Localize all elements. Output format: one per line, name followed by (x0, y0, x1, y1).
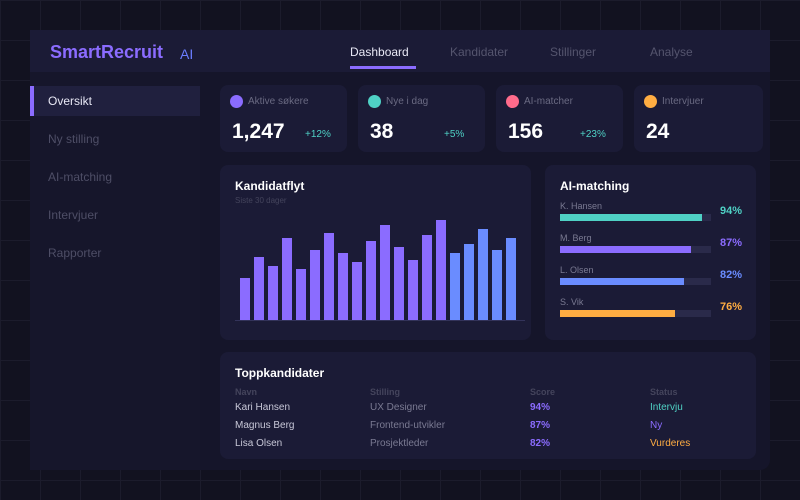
sidebar-item-intervjuer[interactable]: Intervjuer (48, 208, 99, 222)
app-window: SmartRecruit AI Dashboard Kandidater Sti… (30, 30, 770, 470)
match-name: M. Berg (560, 233, 592, 243)
candidate-flow-chart: Kandidatflyt Siste 30 dager (220, 165, 531, 340)
col-header-score: Score (530, 387, 556, 397)
candidate-status: Vurderes (650, 438, 691, 449)
match-name: K. Hansen (560, 201, 603, 211)
tab-dashboard[interactable]: Dashboard (350, 45, 409, 59)
chart-bar (324, 233, 334, 320)
chart-bar (338, 253, 348, 320)
candidate-name: Lisa Olsen (235, 438, 283, 449)
chart-bar (422, 235, 432, 320)
chart-bar (394, 247, 404, 320)
candidate-status: Intervju (650, 402, 683, 413)
match-progress-bar (560, 278, 711, 285)
active-tab-indicator (350, 66, 416, 69)
match-progress-bar (560, 214, 711, 221)
match-name: S. Vik (560, 297, 584, 307)
candidate-role: Frontend-utvikler (370, 420, 446, 431)
chart-bar (310, 250, 320, 320)
header: SmartRecruit AI Dashboard Kandidater Sti… (30, 30, 770, 72)
candidate-score: 87% (530, 420, 551, 431)
chart-bar (408, 260, 418, 320)
chart-bar (450, 253, 460, 320)
top-candidates-table: Toppkandidater Navn Stilling Score Statu… (220, 352, 756, 459)
stat-value: 1,247 (232, 120, 285, 143)
stat-delta: +12% (305, 129, 331, 140)
stat-delta: +23% (580, 129, 606, 140)
tab-kandidater[interactable]: Kandidater (450, 45, 509, 59)
stat-card: AI-matcher 156 +23% (496, 85, 623, 152)
sidebar-item-ny-stilling[interactable]: Ny stilling (48, 132, 100, 146)
chart-bar (436, 220, 446, 320)
match-progress-fill (560, 278, 684, 285)
chart-bar (296, 269, 306, 320)
sidebar-item-rapporter[interactable]: Rapporter (48, 246, 102, 260)
stat-label: AI-matcher (524, 96, 573, 107)
logo: SmartRecruit (50, 42, 164, 62)
stat-card: Aktive søkere 1,247 +12% (220, 85, 347, 152)
matching-title: AI-matching (560, 179, 630, 193)
match-percent: 76% (720, 301, 743, 313)
chart-subtitle: Siste 30 dager (235, 196, 287, 205)
col-header-navn: Navn (235, 387, 258, 397)
candidate-name: Magnus Berg (235, 420, 295, 431)
match-percent: 87% (720, 237, 743, 249)
match-progress-fill (560, 246, 692, 253)
chart-bar (366, 241, 376, 320)
stat-value: 24 (646, 120, 670, 143)
match-name: L. Olsen (560, 265, 594, 275)
stat-label: Aktive søkere (248, 96, 309, 107)
logo-suffix: AI (180, 46, 194, 62)
ai-matching-panel: AI-matching K. Hansen 94% M. Berg 87% L. O… (545, 165, 756, 340)
match-progress-fill (560, 310, 675, 317)
match-progress-bar (560, 310, 711, 317)
chart-baseline (235, 320, 525, 321)
stat-label: Nye i dag (386, 96, 429, 107)
table-title: Toppkandidater (235, 366, 325, 380)
chart-title: Kandidatflyt (235, 179, 305, 193)
candidate-name: Kari Hansen (235, 402, 291, 413)
col-header-stilling: Stilling (370, 387, 400, 397)
candidate-score: 94% (530, 402, 551, 413)
chart-bar (506, 238, 516, 320)
stat-card: Nye i dag 38 +5% (358, 85, 485, 152)
candidate-role: UX Designer (370, 402, 427, 413)
match-percent: 82% (720, 269, 743, 281)
candidate-status: Ny (650, 420, 663, 431)
status-dot-icon (368, 95, 381, 108)
sidebar-item-ai-matching[interactable]: AI-matching (48, 170, 113, 184)
stat-label: Intervjuer (662, 96, 704, 107)
tab-analyse[interactable]: Analyse (650, 45, 693, 59)
col-header-status: Status (650, 387, 678, 397)
match-percent: 94% (720, 205, 743, 217)
tab-stillinger[interactable]: Stillinger (550, 45, 597, 59)
candidate-role: Prosjektleder (370, 438, 429, 449)
status-dot-icon (644, 95, 657, 108)
chart-bar (268, 266, 278, 320)
status-dot-icon (506, 95, 519, 108)
chart-bar (492, 250, 502, 320)
chart-bar (282, 238, 292, 320)
match-progress-fill (560, 214, 702, 221)
match-progress-bar (560, 246, 711, 253)
stat-card: Intervjuer 24 (634, 85, 763, 152)
sidebar-item-oversikt[interactable]: Oversikt (30, 86, 200, 116)
chart-bar (380, 225, 390, 320)
chart-bar (352, 262, 362, 320)
chart-bar (254, 257, 264, 320)
chart-bar (240, 278, 250, 320)
stat-delta: +5% (444, 129, 465, 140)
candidate-score: 82% (530, 438, 551, 449)
sidebar: Oversikt Ny stilling AI-matching Intervj… (30, 72, 200, 470)
stat-value: 38 (370, 120, 394, 143)
status-dot-icon (230, 95, 243, 108)
chart-bar (478, 229, 488, 320)
chart-bar (464, 244, 474, 320)
stat-value: 156 (508, 120, 544, 143)
